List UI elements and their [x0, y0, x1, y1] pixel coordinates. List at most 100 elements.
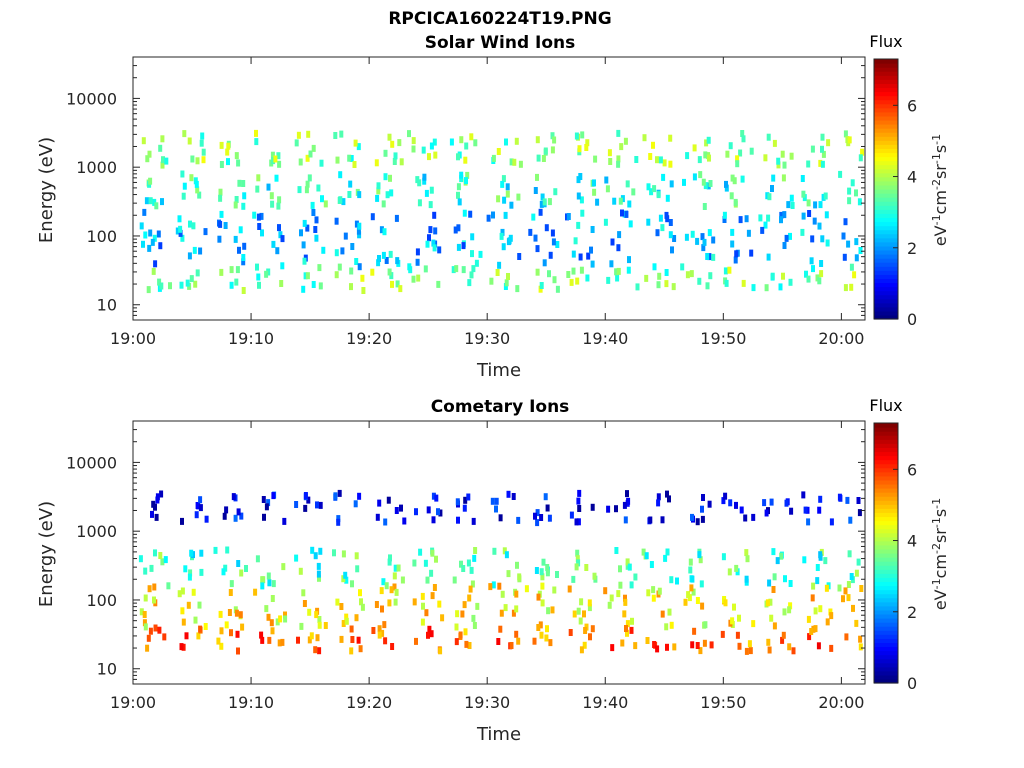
heatmap-cell	[238, 611, 243, 619]
heatmap-cell	[514, 137, 519, 145]
heatmap-cell	[843, 130, 848, 138]
heatmap-cell	[614, 268, 619, 276]
heatmap-cell	[360, 603, 365, 611]
heatmap-cell	[221, 568, 226, 576]
colorbar-swatch	[874, 528, 898, 534]
heatmap-cell	[701, 244, 706, 252]
heatmap-cell	[226, 142, 231, 150]
x-tick-label: 19:00	[110, 329, 156, 348]
heatmap-cell	[780, 150, 785, 158]
heatmap-cell	[454, 638, 459, 646]
heatmap-cell	[496, 195, 501, 203]
heatmap-cell	[462, 504, 467, 512]
heatmap-cell	[618, 581, 623, 589]
heatmap-cell	[486, 214, 491, 222]
heatmap-cell	[609, 260, 614, 268]
colorbar-swatch	[874, 553, 898, 558]
heatmap-cell	[576, 607, 581, 615]
heatmap-cell	[771, 174, 776, 182]
heatmap-cell	[538, 621, 543, 629]
heatmap-cell	[143, 231, 148, 239]
heatmap-cell	[700, 602, 705, 610]
heatmap-cell	[509, 642, 514, 649]
heatmap-cell	[261, 496, 266, 503]
heatmap-cell	[350, 580, 354, 588]
colorbar-swatch	[874, 160, 898, 166]
heatmap-cell	[806, 199, 811, 207]
heatmap-cell	[642, 134, 647, 142]
heatmap-cell	[387, 558, 392, 566]
heatmap-cell	[355, 565, 360, 573]
heatmap-cell	[735, 160, 740, 168]
heatmap-cell	[357, 231, 362, 239]
heatmap-cell	[319, 159, 324, 167]
heatmap-cell	[256, 213, 261, 221]
heatmap-cell	[733, 198, 738, 206]
heatmap-cell	[688, 558, 693, 566]
heatmap-cell	[806, 275, 811, 283]
heatmap-cell	[307, 636, 312, 644]
heatmap-cell	[772, 622, 777, 630]
colorbar-swatch	[874, 87, 898, 93]
heatmap-cell	[341, 550, 346, 558]
heatmap-cell	[571, 250, 576, 258]
heatmap-cell	[186, 601, 191, 609]
heatmap-cell	[488, 583, 493, 591]
heatmap-cell	[800, 175, 805, 182]
heatmap-cell	[469, 566, 474, 574]
colorbar-swatch	[874, 107, 898, 113]
solar-wind-panel: Solar Wind Ions 19:00 19:10 19:20 19:30 19:4…	[36, 32, 950, 381]
heatmap-cell	[146, 634, 151, 642]
heatmap-cell	[686, 591, 691, 599]
heatmap-cell	[389, 586, 394, 594]
y-tick-label: 10	[97, 296, 117, 315]
heatmap-cell	[623, 137, 628, 145]
colorbar-swatch	[874, 140, 898, 145]
heatmap-cell	[517, 253, 522, 260]
heatmap-cell	[396, 564, 401, 572]
x-tick-label: 19:10	[228, 693, 274, 712]
heatmap-cell	[730, 174, 735, 182]
colorbar-swatch	[874, 168, 898, 174]
heatmap-cell	[349, 267, 354, 275]
heatmap-cell	[813, 201, 818, 209]
heatmap-cell	[568, 629, 573, 636]
heatmap-cell	[791, 647, 796, 655]
heatmap-cell	[634, 156, 639, 163]
heatmap-cell	[850, 179, 855, 187]
heatmap-cell	[461, 242, 466, 250]
colorbar-swatch	[874, 443, 898, 448]
heatmap-cell	[222, 512, 227, 520]
heatmap-cell	[585, 139, 590, 147]
heatmap-cell	[515, 285, 520, 293]
heatmap-cell	[825, 239, 830, 247]
heatmap-cell	[858, 154, 863, 162]
heatmap-cell	[819, 260, 824, 267]
heatmap-cell	[778, 283, 783, 291]
heatmap-cell	[499, 232, 504, 240]
colorbar-swatch	[874, 217, 898, 223]
heatmap-cell	[576, 518, 581, 526]
heatmap-cell	[339, 635, 344, 643]
heatmap-cell	[333, 492, 338, 500]
heatmap-cell	[323, 200, 328, 208]
heatmap-cell	[782, 608, 787, 616]
heatmap-cell	[353, 139, 358, 147]
heatmap-cell	[219, 210, 224, 218]
heatmap-cell	[828, 608, 833, 616]
heatmap-cell	[741, 135, 746, 143]
heatmap-cell	[150, 510, 154, 518]
heatmap-cell	[436, 280, 441, 288]
colorbar-swatch	[874, 447, 898, 453]
heatmap-cell	[667, 495, 671, 503]
heatmap-cell	[294, 554, 299, 562]
heatmap-cell	[138, 555, 143, 563]
heatmap-cell	[801, 190, 806, 198]
heatmap-cell	[648, 153, 653, 160]
heatmap-cell	[616, 129, 621, 137]
heatmap-cell	[724, 279, 729, 287]
heatmap-cell	[269, 619, 274, 627]
heatmap-cell	[540, 193, 545, 201]
colorbar-swatch	[874, 577, 898, 583]
heatmap-cell	[384, 582, 389, 590]
